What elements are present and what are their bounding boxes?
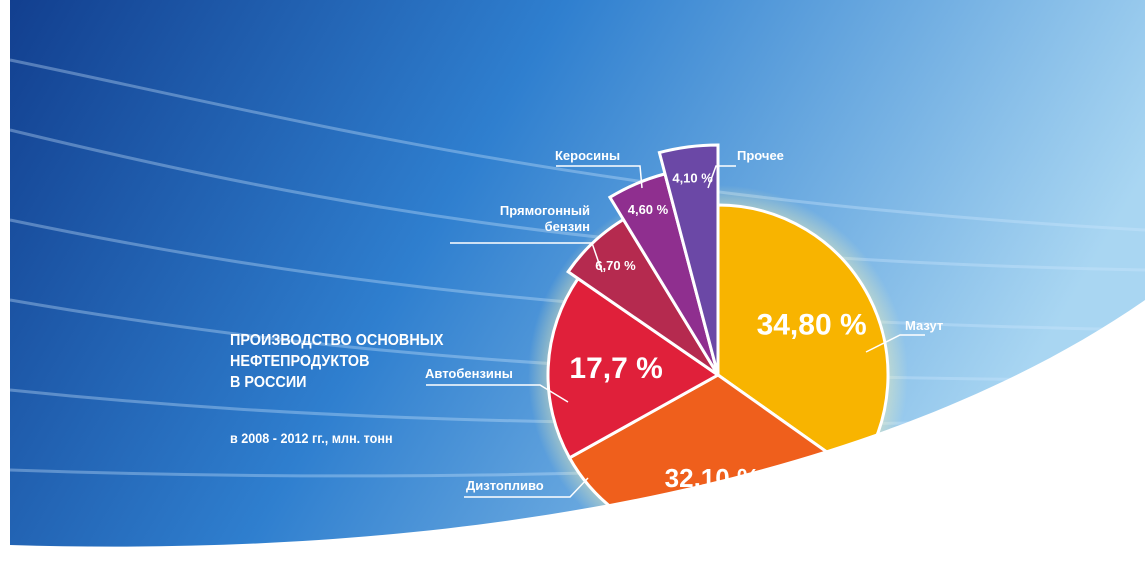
category-label: Прочее [737, 148, 807, 164]
subtitle: в 2008 - 2012 гг., млн. тонн [230, 430, 393, 446]
chart: 34,80 %32,10 %17,7 %6,70 %4,60 %4,10 % [0, 0, 1145, 582]
category-label: Автобензины [425, 366, 535, 382]
value-label: 34,80 % [757, 308, 867, 341]
category-label: Дизтопливо [466, 478, 566, 494]
value-label: 17,7 % [569, 352, 662, 385]
value-label: 4,10 % [672, 170, 713, 185]
infographic: 34,80 %32,10 %17,7 %6,70 %4,60 %4,10 % П… [0, 0, 1145, 582]
value-label: 4,60 % [628, 202, 669, 217]
category-label: Керосины [555, 148, 635, 164]
category-label: Прямогонный бензин [470, 203, 590, 235]
category-label: Мазут [905, 318, 965, 334]
title: ПРОИЗВОДСТВО ОСНОВНЫХ НЕФТЕПРОДУКТОВ В Р… [230, 330, 443, 393]
